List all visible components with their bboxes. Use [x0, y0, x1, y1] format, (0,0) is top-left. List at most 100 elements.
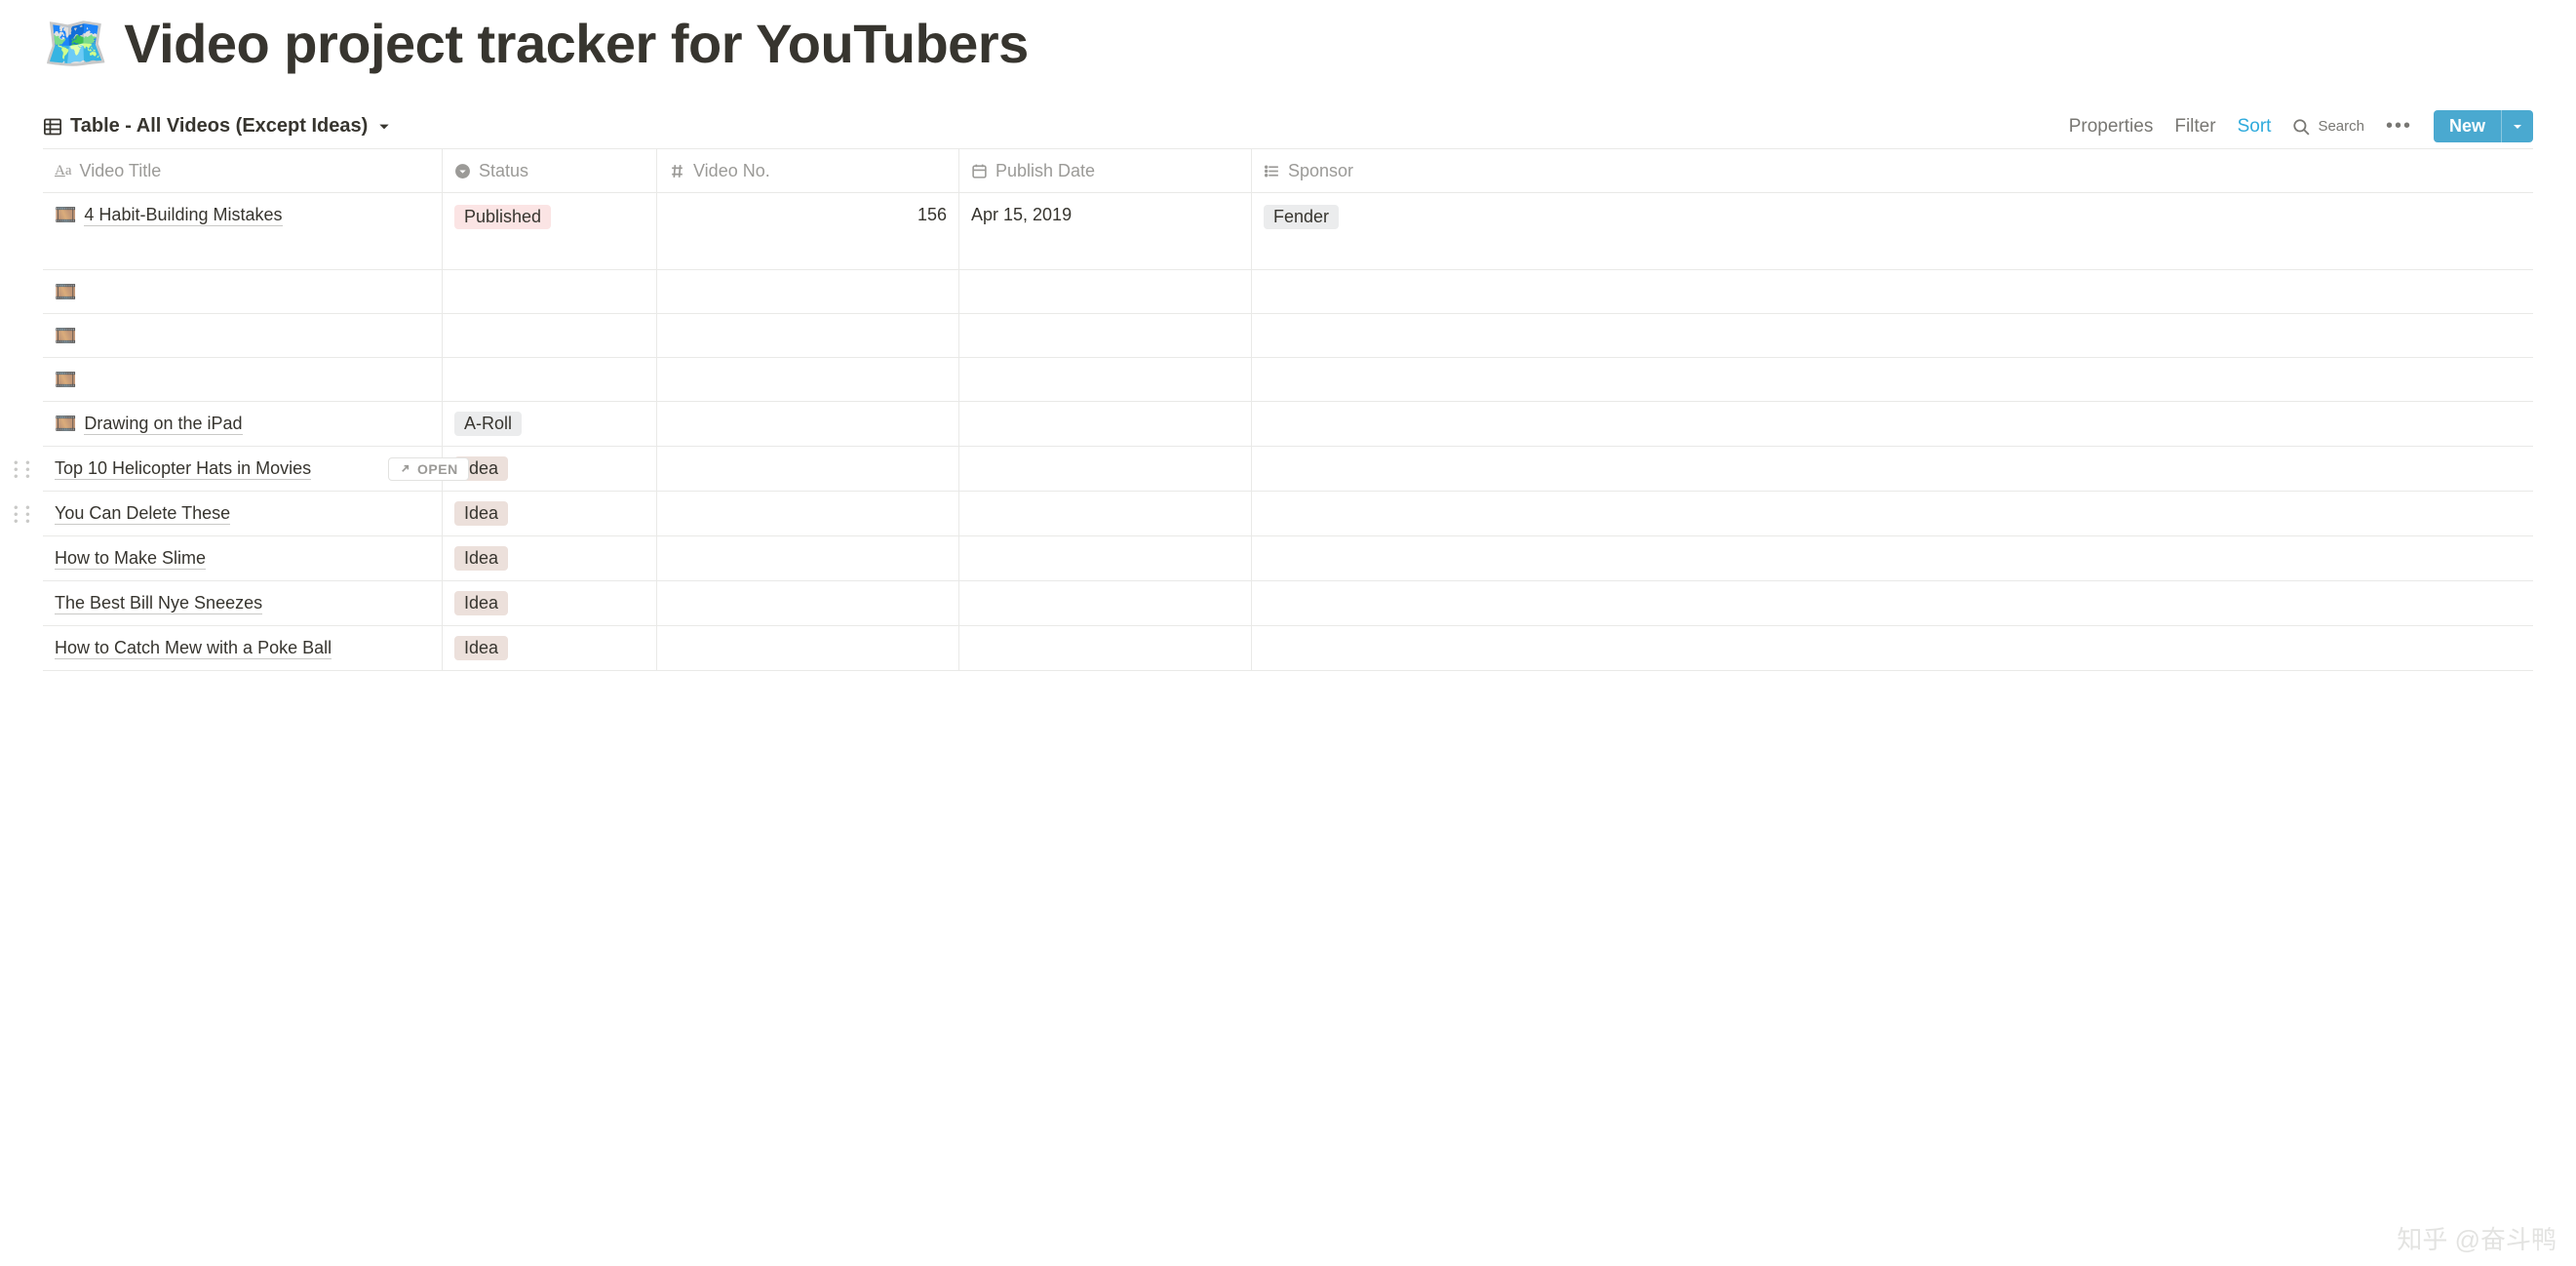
cell-title[interactable]: 🎞️4 Habit-Building Mistakes: [43, 193, 443, 269]
status-tag: Idea: [454, 546, 508, 571]
cell-status[interactable]: [443, 314, 657, 357]
row-title-text: The Best Bill Nye Sneezes: [55, 593, 262, 614]
drag-handle-icon[interactable]: • •• •• •: [14, 503, 32, 524]
cell-video-no[interactable]: [657, 402, 959, 446]
cell-title[interactable]: 🎞️: [43, 270, 443, 313]
table-row[interactable]: 🎞️4 Habit-Building Mistakes Published 156A…: [43, 193, 2533, 270]
cell-publish-date[interactable]: Apr 15, 2019: [959, 193, 1252, 269]
cell-video-no[interactable]: [657, 270, 959, 313]
sort-button[interactable]: Sort: [2238, 116, 2272, 138]
watermark: 知乎 @奋斗鸭: [2397, 1220, 2556, 1256]
database-toolbar: Table - All Videos (Except Ideas) Proper…: [43, 110, 2533, 142]
chevron-down-icon: [377, 120, 391, 134]
cell-status[interactable]: [443, 358, 657, 401]
search-button[interactable]: Search: [2292, 118, 2364, 136]
cell-sponsor[interactable]: [1252, 314, 2533, 357]
cell-video-no[interactable]: [657, 536, 959, 580]
cell-publish-date[interactable]: [959, 581, 1252, 625]
text-property-icon: Aa: [55, 163, 72, 179]
cell-sponsor[interactable]: [1252, 626, 2533, 670]
table-body: 🎞️4 Habit-Building MistakesPublished156A…: [43, 193, 2533, 671]
cell-publish-date[interactable]: [959, 536, 1252, 580]
cell-title[interactable]: 🎞️: [43, 314, 443, 357]
cell-video-no[interactable]: [657, 358, 959, 401]
cell-publish-date[interactable]: [959, 492, 1252, 535]
cell-title[interactable]: How to Make Slime: [43, 536, 443, 580]
cell-status[interactable]: Idea: [443, 447, 657, 491]
cell-status[interactable]: Idea: [443, 581, 657, 625]
cell-publish-date[interactable]: [959, 402, 1252, 446]
cell-sponsor[interactable]: [1252, 581, 2533, 625]
cell-sponsor[interactable]: [1252, 536, 2533, 580]
chevron-down-icon: [2512, 121, 2523, 133]
view-switcher[interactable]: Table - All Videos (Except Ideas): [43, 115, 391, 138]
cell-sponsor[interactable]: [1252, 358, 2533, 401]
cell-sponsor[interactable]: [1252, 402, 2533, 446]
table-row[interactable]: The Best Bill Nye Sneezes Idea: [43, 581, 2533, 626]
row-title-text: How to Catch Mew with a Poke Ball: [55, 638, 332, 659]
row-title-text: You Can Delete These: [55, 503, 230, 525]
cell-status[interactable]: Published: [443, 193, 657, 269]
table-row[interactable]: 🎞️: [43, 358, 2533, 402]
new-button[interactable]: New: [2434, 110, 2501, 142]
column-header-sponsor[interactable]: Sponsor: [1252, 149, 2533, 192]
multiselect-property-icon: [1264, 163, 1280, 179]
cell-status[interactable]: A-Roll: [443, 402, 657, 446]
cell-status[interactable]: Idea: [443, 536, 657, 580]
filter-button[interactable]: Filter: [2174, 116, 2215, 138]
cell-video-no[interactable]: [657, 492, 959, 535]
row-title-text: Drawing on the iPad: [84, 414, 242, 435]
table-row[interactable]: 🎞️: [43, 270, 2533, 314]
table-view-icon: [43, 117, 62, 137]
table-row[interactable]: 🎞️: [43, 314, 2533, 358]
table-row[interactable]: How to Make Slime Idea: [43, 536, 2533, 581]
more-menu-button[interactable]: •••: [2386, 115, 2412, 138]
cell-publish-date[interactable]: [959, 270, 1252, 313]
cell-title[interactable]: 🎞️: [43, 358, 443, 401]
new-dropdown-button[interactable]: [2501, 110, 2533, 142]
cell-publish-date[interactable]: [959, 358, 1252, 401]
cell-sponsor[interactable]: [1252, 270, 2533, 313]
cell-publish-date[interactable]: [959, 447, 1252, 491]
row-emoji-icon: 🎞️: [55, 370, 76, 390]
table-row[interactable]: • •• •• •Top 10 Helicopter Hats in Movie…: [43, 447, 2533, 492]
column-header-status[interactable]: Status: [443, 149, 657, 192]
page-title[interactable]: Video project tracker for YouTubers: [124, 12, 1029, 75]
cell-video-no[interactable]: [657, 581, 959, 625]
status-tag: Published: [454, 205, 551, 229]
table-row[interactable]: • •• •• •You Can Delete TheseIdea: [43, 492, 2533, 536]
properties-button[interactable]: Properties: [2069, 116, 2154, 138]
cell-sponsor[interactable]: [1252, 447, 2533, 491]
cell-sponsor[interactable]: Fender: [1252, 193, 2533, 269]
cell-title[interactable]: The Best Bill Nye Sneezes: [43, 581, 443, 625]
cell-video-no[interactable]: [657, 626, 959, 670]
table-header-row: Aa Video Title Status Video No. Publish …: [43, 149, 2533, 193]
drag-handle-icon[interactable]: • •• •• •: [14, 458, 32, 479]
row-emoji-icon: 🎞️: [55, 282, 76, 302]
cell-sponsor[interactable]: [1252, 492, 2533, 535]
open-page-button[interactable]: OPEN: [388, 457, 469, 481]
view-name: Table - All Videos (Except Ideas): [70, 115, 368, 138]
cell-title[interactable]: Top 10 Helicopter Hats in Movies: [43, 447, 443, 491]
cell-status[interactable]: [443, 270, 657, 313]
table-row[interactable]: How to Catch Mew with a Poke Ball Idea: [43, 626, 2533, 671]
column-header-title[interactable]: Aa Video Title: [43, 149, 443, 192]
cell-title[interactable]: You Can Delete These: [43, 492, 443, 535]
cell-title[interactable]: 🎞️ Drawing on the iPad: [43, 402, 443, 446]
status-tag: Idea: [454, 501, 508, 526]
cell-publish-date[interactable]: [959, 626, 1252, 670]
cell-video-no[interactable]: 156: [657, 193, 959, 269]
table-row[interactable]: 🎞️ Drawing on the iPad A-Roll: [43, 402, 2533, 447]
new-button-group: New: [2434, 110, 2533, 142]
cell-status[interactable]: Idea: [443, 492, 657, 535]
cell-video-no[interactable]: [657, 447, 959, 491]
cell-publish-date[interactable]: [959, 314, 1252, 357]
column-header-no[interactable]: Video No.: [657, 149, 959, 192]
cell-video-no[interactable]: [657, 314, 959, 357]
row-title-text: How to Make Slime: [55, 548, 206, 570]
cell-title[interactable]: How to Catch Mew with a Poke Ball: [43, 626, 443, 670]
cell-status[interactable]: Idea: [443, 626, 657, 670]
page-emoji-icon[interactable]: 🗺️: [43, 18, 108, 70]
column-header-date[interactable]: Publish Date: [959, 149, 1252, 192]
row-emoji-icon: 🎞️: [55, 414, 76, 434]
